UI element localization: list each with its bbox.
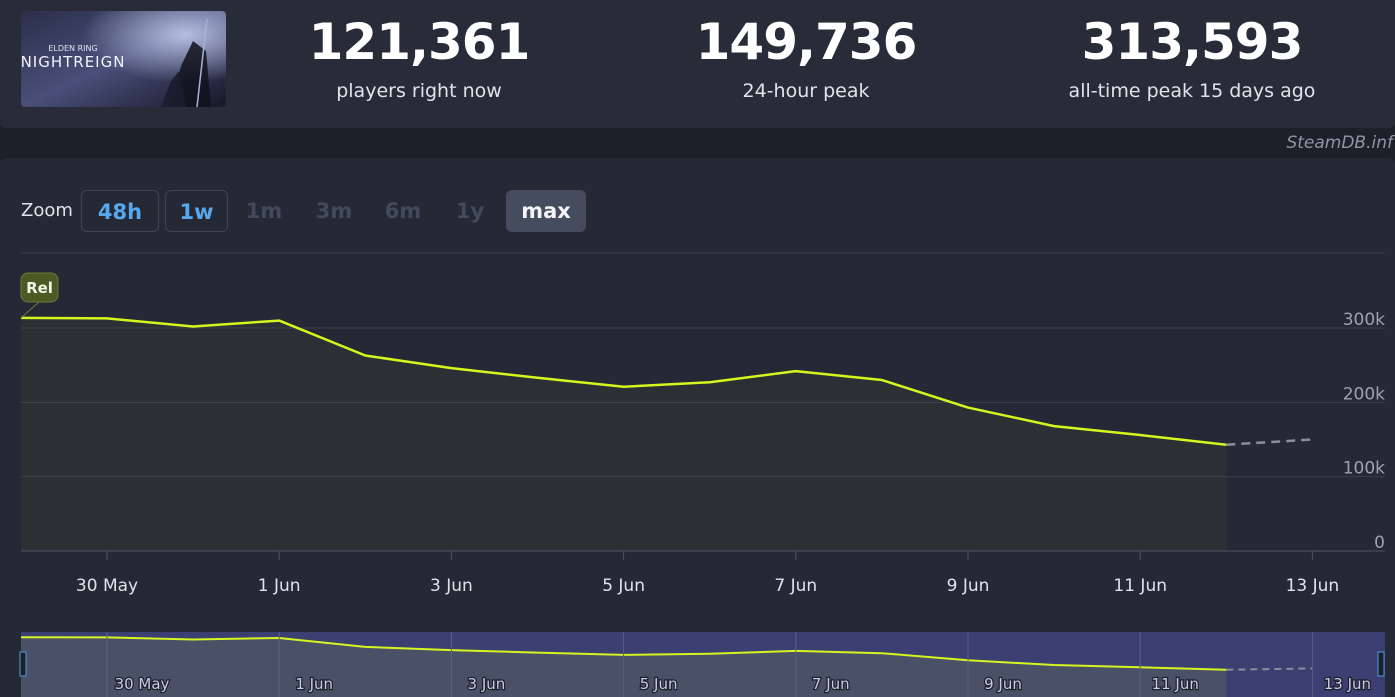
stat-all-time-peak: 313,593 all-time peak 15 days ago [1012, 12, 1372, 103]
navigator-tick-label: 30 May [115, 675, 170, 693]
game-thumbnail[interactable]: ELDEN RING NIGHTREIGN [21, 11, 226, 107]
y-axis-labels: 0 100k 200k 300k [1343, 310, 1385, 553]
data-point[interactable] [449, 366, 453, 370]
data-point[interactable] [794, 369, 798, 373]
y-tick-label: 200k [1343, 384, 1385, 404]
navigator-projection [1226, 667, 1313, 671]
y-tick-label: 300k [1343, 310, 1385, 330]
data-point[interactable] [363, 354, 367, 358]
data-point[interactable] [536, 376, 540, 380]
x-tick-label: 9 Jun [947, 576, 990, 596]
navigator[interactable]: 30 May 1 Jun 3 Jun 5 Jun 7 Jun 9 Jun 11 Jun 13 … [19, 632, 1385, 697]
release-flag[interactable]: Rel [20, 272, 59, 319]
series-area [21, 318, 1226, 551]
stat-current-players: 121,361 players right now [239, 12, 599, 103]
navigator-right-handle[interactable] [1377, 651, 1385, 677]
zoom-48h-button[interactable]: 48h [81, 190, 159, 232]
data-point[interactable] [708, 380, 712, 384]
stat-label: all-time peak 15 days ago [1068, 80, 1316, 102]
data-point[interactable] [880, 378, 884, 382]
stat-value: 121,361 [308, 13, 531, 71]
logo-line2: NIGHTREIGN [21, 53, 125, 71]
navigator-left-handle[interactable] [19, 651, 27, 677]
grid-lines [21, 327, 1385, 552]
stat-24h-peak: 149,736 24-hour peak [626, 12, 986, 103]
x-tick-label: 3 Jun [430, 576, 473, 596]
navigator-tick-label: 1 Jun [295, 675, 333, 693]
data-point[interactable] [622, 385, 626, 389]
x-tick-label: 30 May [76, 576, 138, 596]
data-point[interactable] [1052, 424, 1056, 428]
zoom-1w-button[interactable]: 1w [165, 190, 228, 232]
chart-panel [0, 158, 1395, 697]
navigator-tick-label: 11 Jun [1152, 675, 1199, 693]
stat-value: 313,593 [1081, 13, 1304, 71]
data-point[interactable] [966, 406, 970, 410]
stats-panel: ELDEN RING NIGHTREIGN 121,361 players ri… [0, 0, 1395, 128]
series-line[interactable] [20, 316, 1227, 446]
navigator-tick-label: 3 Jun [468, 675, 506, 693]
x-tick-label: 1 Jun [258, 576, 301, 596]
zoom-1m-button[interactable]: 1m [245, 199, 283, 223]
x-tick-label: 5 Jun [602, 576, 645, 596]
release-flag-pointer [20, 301, 40, 319]
x-tick-label: 11 Jun [1113, 576, 1167, 596]
zoom-1y-button[interactable]: 1y [455, 199, 485, 223]
navigator-tick-label: 13 Jun [1324, 675, 1371, 693]
x-axis: 30 May 1 Jun 3 Jun 5 Jun 7 Jun 9 Jun 11 Jun 13 … [76, 551, 1339, 596]
zoom-3m-button[interactable]: 3m [315, 199, 353, 223]
y-tick-label: 100k [1343, 459, 1385, 479]
projection-line [1226, 438, 1313, 446]
data-point[interactable] [1138, 433, 1142, 437]
stat-label: 24-hour peak [742, 80, 870, 102]
data-point[interactable] [105, 316, 109, 320]
navigator-tick-label: 7 Jun [812, 675, 850, 693]
data-point[interactable] [277, 319, 281, 323]
zoom-max-button[interactable]: max [506, 190, 586, 232]
x-tick-label: 7 Jun [774, 576, 817, 596]
steamdb-credit-link[interactable]: SteamDB.inf [1286, 133, 1393, 153]
stat-value: 149,736 [695, 13, 918, 71]
plot-area [20, 316, 1313, 551]
stat-label: players right now [336, 80, 502, 102]
navigator-tick-label: 9 Jun [984, 675, 1022, 693]
zoom-6m-button[interactable]: 6m [384, 199, 422, 223]
x-tick-label: 13 Jun [1286, 576, 1340, 596]
y-tick-label: 0 [1374, 533, 1385, 553]
logo-line1: ELDEN RING [48, 44, 97, 53]
zoom-label: Zoom [21, 200, 73, 221]
release-flag-box [20, 272, 59, 303]
data-point[interactable] [191, 325, 195, 329]
release-flag-label: Rel [26, 279, 53, 297]
navigator-tick-label: 5 Jun [640, 675, 678, 693]
